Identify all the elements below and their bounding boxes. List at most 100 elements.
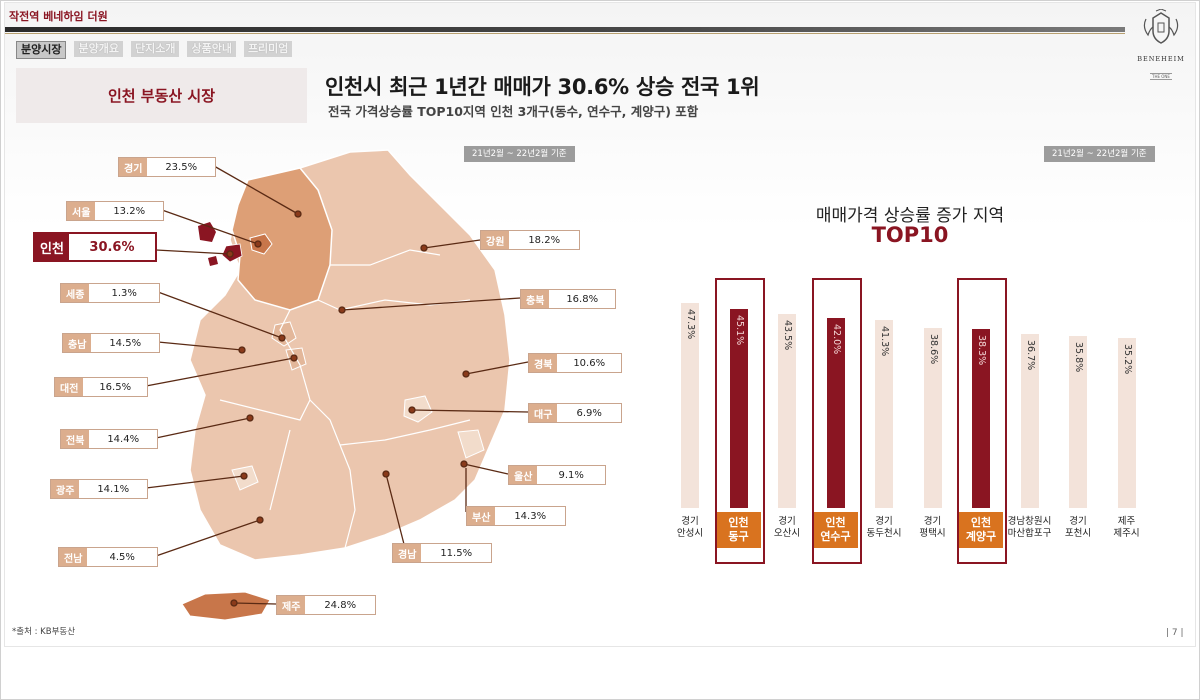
highlight-frame <box>811 278 862 564</box>
bar-value-label: 35.8% <box>1073 342 1084 373</box>
tab-premium[interactable]: 프리미엄 <box>243 41 293 57</box>
category-label-line: 인천 <box>970 516 992 529</box>
chart-bar <box>729 309 748 508</box>
region-label-busan: 부산 14.3% <box>466 506 566 526</box>
category-label-line: 평택시 <box>919 528 946 539</box>
bar-value-label: 36.7% <box>1024 339 1036 370</box>
page-number: | 7 | <box>1166 628 1184 638</box>
tab-market[interactable]: 분양시장 <box>16 41 67 59</box>
category-label-line: 경기 <box>681 516 699 527</box>
category-label: 인천 동구 <box>716 512 761 548</box>
section-label: 인천 부동산 시장 <box>16 68 307 123</box>
bar-value-label: 38.3% <box>976 335 987 366</box>
bar-value-label: 43.5% <box>782 319 793 351</box>
map-borders <box>219 249 471 549</box>
category-label-line: 마산합포구 <box>1007 528 1052 539</box>
bar-value-label: 41.3% <box>879 326 890 357</box>
bar-value-label: 42.0% <box>830 324 842 355</box>
region-label-gyeonggi: 경기 23.5% <box>118 157 216 177</box>
map-incheon-islands <box>198 222 218 266</box>
region-label-daejeon: 대전 16.5% <box>54 377 148 397</box>
category-label: 경남창원시 마산합포구 <box>1004 516 1056 540</box>
map-daegu <box>403 395 433 423</box>
crest-icon <box>1143 8 1179 44</box>
region-label-jeju: 제주 24.8% <box>276 595 376 615</box>
category-label-line: 안성시 <box>676 528 704 539</box>
category-label: 제주 제주시 <box>1101 516 1153 540</box>
category-label: 인천 계양구 <box>959 512 1003 548</box>
category-label: 경기 포천시 <box>1052 516 1104 540</box>
category-label: 경기 오산시 <box>761 516 813 540</box>
category-label: 경기 안성시 <box>664 516 716 540</box>
page-title: 인천시 최근 1년간 매매가 30.6% 상승 전국 1위 <box>325 75 760 99</box>
tab-overview[interactable]: 분양개요 <box>74 41 123 57</box>
region-label-daegu: 대구 6.9% <box>528 403 622 423</box>
region-label-sejong: 세종 1.3% <box>60 283 160 303</box>
tab-complex[interactable]: 단지소개 <box>130 41 180 57</box>
category-label: 인천 연수구 <box>813 512 858 548</box>
map-date-tag: 21년2월 ~ 22년2월 기준 <box>464 146 575 162</box>
category-label-line: 경기 <box>923 516 942 527</box>
category-label: 경기 동두천시 <box>858 516 910 540</box>
chart-bar <box>972 329 990 508</box>
category-label: 경기 평택시 <box>907 516 959 540</box>
map-ulsan <box>457 429 485 459</box>
highlight-frame <box>957 278 1007 564</box>
chart-title: 매매가격 상승률 증가 지역 <box>815 206 1005 226</box>
brand-title: 작전역 베네하임 더원 <box>9 10 108 23</box>
region-label-gangwon: 강원 18.2% <box>480 230 580 250</box>
region-label-jeonnam: 전남 4.5% <box>58 547 158 567</box>
category-label-line: 인천 <box>728 516 749 529</box>
chart-bar <box>1117 338 1136 508</box>
category-label-line: 포천시 <box>1064 528 1092 539</box>
region-label-chungnam: 충남 14.5% <box>62 333 160 353</box>
map-gyeonggi <box>231 167 333 311</box>
map-sejong <box>271 321 297 347</box>
page-subtitle: 전국 가격상승률 TOP10지역 인천 3개구(동수, 연수구, 계양구) 포함 <box>328 104 699 119</box>
chart-subtitle: TOP10 <box>871 223 949 247</box>
logo-name: BENEHEIM <box>1137 55 1185 63</box>
chart-bar <box>875 320 893 508</box>
beneheim-logo: BENEHEIM THE ONE <box>1134 8 1188 80</box>
category-label-line: 제주 <box>1117 516 1136 527</box>
region-label-seoul: 서울 13.2% <box>66 201 164 221</box>
logo-sub: THE ONE <box>1150 73 1172 80</box>
category-label-line: 경기 <box>778 516 796 527</box>
category-label-line: 제주시 <box>1113 528 1140 539</box>
chart-bar <box>681 303 699 508</box>
chart-bar <box>826 318 845 508</box>
map-jeju <box>181 591 271 621</box>
region-label-gyeongnam: 경남 11.5% <box>392 543 492 563</box>
chart-bar <box>1069 336 1087 508</box>
category-label-line: 동구 <box>728 530 749 543</box>
region-label-incheon: 인천 30.6% <box>33 232 157 262</box>
region-label-ulsan: 울산 9.1% <box>508 465 606 485</box>
nav-tabs: 분양시장 분양개요 단지소개 상품안내 프리미엄 <box>16 41 293 59</box>
region-label-chungbuk: 충북 16.8% <box>520 289 616 309</box>
bar-value-label: 35.2% <box>1121 344 1133 375</box>
region-label-jeonbuk: 전북 14.4% <box>60 429 158 449</box>
category-label-line: 경남창원시 <box>1007 516 1052 527</box>
category-label-line: 경기 <box>1069 516 1087 527</box>
category-label-line: 동두천시 <box>866 528 902 539</box>
category-label-line: 인천 <box>825 516 846 529</box>
chart-date-tag: 21년2월 ~ 22년2월 기준 <box>1044 146 1155 162</box>
header-rule <box>5 27 1125 32</box>
leader-lines <box>145 165 529 607</box>
chart-bar <box>1020 333 1039 508</box>
category-label-line: 경기 <box>875 516 893 527</box>
chart-bar <box>778 313 796 508</box>
header-rule-gold <box>5 33 1125 34</box>
map-shapes <box>181 149 511 621</box>
bar-value-label: 45.1% <box>733 315 745 346</box>
category-label-line: 연수구 <box>820 530 851 543</box>
region-label-gwangju: 광주 14.1% <box>50 479 148 499</box>
bar-value-label: 38.6% <box>927 334 939 365</box>
tab-product[interactable]: 상품안내 <box>187 41 236 57</box>
highlight-frame <box>714 278 765 564</box>
bar-value-label: 47.3% <box>685 309 696 340</box>
category-label-line: 계양구 <box>965 530 997 543</box>
category-label-line: 오산시 <box>773 528 801 539</box>
region-label-gyeongbuk: 경북 10.6% <box>528 353 622 373</box>
